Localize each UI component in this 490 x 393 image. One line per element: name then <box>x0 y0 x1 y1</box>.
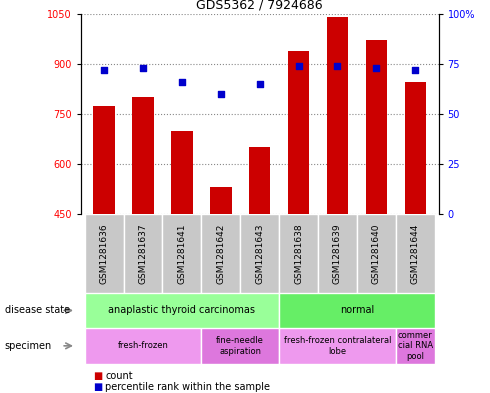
Point <box>372 65 380 71</box>
Bar <box>240 214 279 293</box>
Bar <box>201 214 240 293</box>
Text: GSM1281641: GSM1281641 <box>177 223 186 284</box>
Text: count: count <box>105 371 133 382</box>
Point <box>178 79 186 85</box>
Text: commer
cial RNA
pool: commer cial RNA pool <box>398 331 433 361</box>
Text: GSM1281639: GSM1281639 <box>333 223 342 284</box>
Point <box>294 63 302 69</box>
Text: percentile rank within the sample: percentile rank within the sample <box>105 382 270 392</box>
Bar <box>405 82 426 214</box>
Text: GSM1281638: GSM1281638 <box>294 223 303 284</box>
Point <box>334 63 342 69</box>
Bar <box>201 328 279 364</box>
Bar <box>132 97 154 214</box>
Bar <box>279 328 396 364</box>
Bar <box>366 40 387 214</box>
Bar <box>123 214 163 293</box>
Bar <box>210 187 231 214</box>
Bar <box>327 17 348 214</box>
Bar <box>85 214 123 293</box>
Bar <box>163 214 201 293</box>
Text: GSM1281637: GSM1281637 <box>139 223 147 284</box>
Text: fine-needle
aspiration: fine-needle aspiration <box>216 336 264 356</box>
Bar <box>288 50 309 214</box>
Bar <box>279 214 318 293</box>
Text: ■: ■ <box>93 371 102 382</box>
Text: GSM1281636: GSM1281636 <box>99 223 109 284</box>
Point <box>100 67 108 73</box>
Bar <box>85 328 201 364</box>
Bar <box>396 214 435 293</box>
Title: GDS5362 / 7924686: GDS5362 / 7924686 <box>196 0 323 11</box>
Text: anaplastic thyroid carcinomas: anaplastic thyroid carcinomas <box>108 305 255 316</box>
Bar <box>396 328 435 364</box>
Text: GSM1281640: GSM1281640 <box>372 223 381 284</box>
Point <box>139 65 147 71</box>
Bar <box>171 130 193 214</box>
Text: ■: ■ <box>93 382 102 392</box>
Bar <box>94 106 115 214</box>
Bar <box>279 293 435 328</box>
Point <box>411 67 419 73</box>
Bar <box>357 214 396 293</box>
Point <box>256 81 264 87</box>
Bar <box>318 214 357 293</box>
Text: specimen: specimen <box>5 341 52 351</box>
Text: fresh-frozen: fresh-frozen <box>118 342 169 350</box>
Bar <box>85 293 279 328</box>
Text: GSM1281643: GSM1281643 <box>255 223 264 284</box>
Text: GSM1281642: GSM1281642 <box>216 223 225 284</box>
Text: normal: normal <box>340 305 374 316</box>
Text: fresh-frozen contralateral
lobe: fresh-frozen contralateral lobe <box>284 336 391 356</box>
Bar <box>249 147 270 214</box>
Text: disease state: disease state <box>5 305 70 316</box>
Point <box>217 91 225 97</box>
Text: GSM1281644: GSM1281644 <box>411 223 420 284</box>
